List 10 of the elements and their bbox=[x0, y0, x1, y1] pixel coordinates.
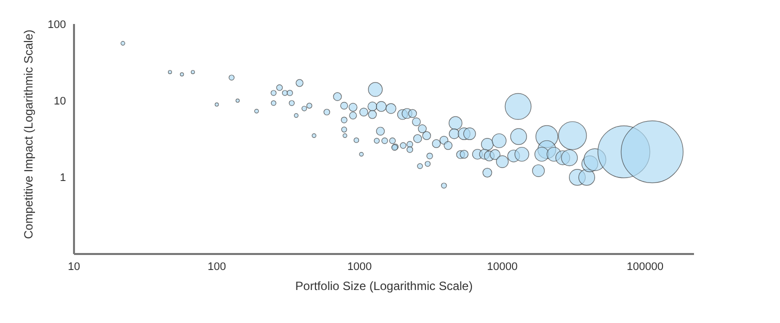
y-tick-label: 10 bbox=[54, 96, 66, 108]
y-tick-label: 1 bbox=[60, 172, 66, 184]
x-tick-label: 100000 bbox=[626, 260, 664, 273]
x-tick-label: 10 bbox=[68, 260, 80, 273]
y-tick-label: 100 bbox=[48, 18, 66, 31]
y-axis-title: Competitive Impact (Logarithmic Scale) bbox=[21, 30, 36, 239]
x-axis-title: Portfolio Size (Logarithmic Scale) bbox=[295, 279, 473, 293]
x-tick-label: 1000 bbox=[347, 260, 372, 273]
x-tick-label: 100 bbox=[208, 260, 226, 273]
x-tick-label: 10000 bbox=[487, 260, 518, 273]
